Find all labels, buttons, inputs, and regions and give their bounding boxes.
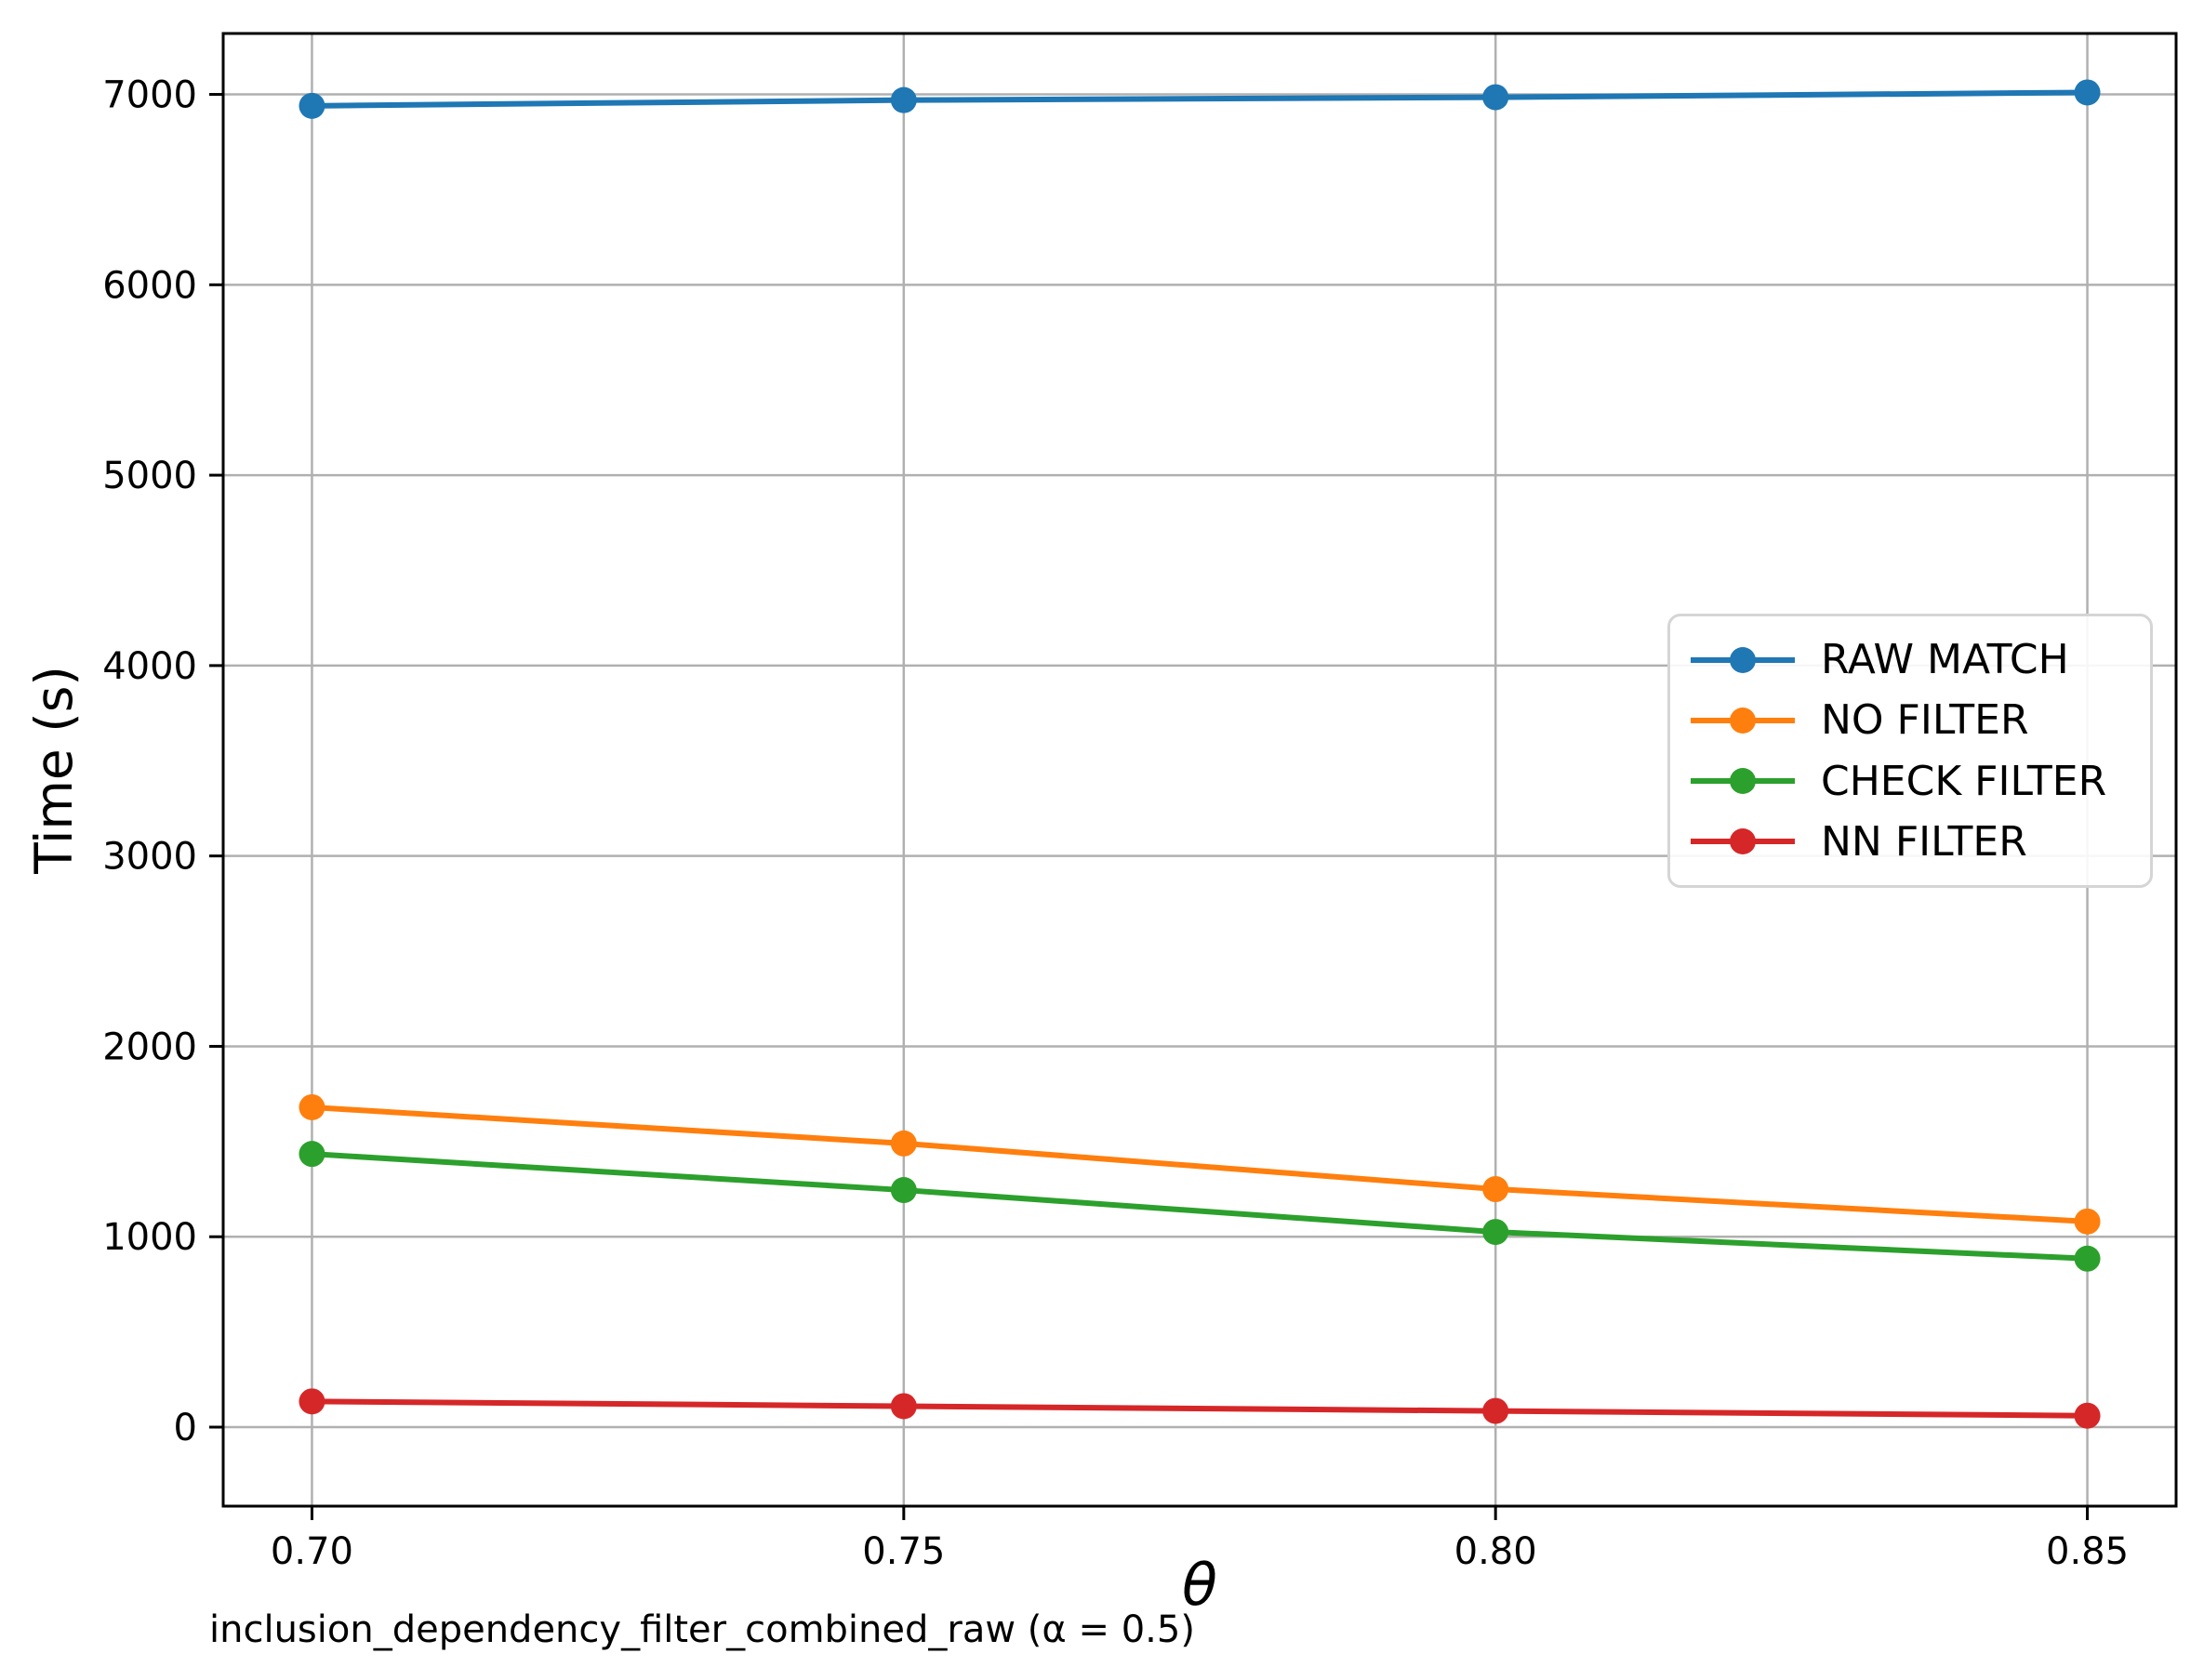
- series-line-no-filter: [309, 1104, 2091, 1224]
- legend-marker-nn-filter: [1691, 828, 1795, 855]
- series-marker-raw-match: [1482, 84, 1509, 111]
- legend-marker-raw-match: [1691, 646, 1795, 673]
- series-marker-check-filter: [2074, 1245, 2101, 1272]
- chart-caption: inclusion_dependency_filter_combined_raw…: [209, 1608, 1195, 1651]
- y-tick-label: 2000: [102, 1025, 197, 1068]
- series-marker-nn-filter: [890, 1393, 917, 1420]
- legend-box: RAW MATCH NO FILTER CHECK FILTER NN FILTER: [1667, 614, 2153, 888]
- series-marker-no-filter: [890, 1130, 917, 1157]
- y-tick-label: 1000: [102, 1216, 197, 1259]
- series-marker-check-filter: [299, 1141, 325, 1168]
- y-axis-label: Time (s): [24, 666, 84, 874]
- series-marker-raw-match: [890, 86, 917, 113]
- series-marker-check-filter: [1482, 1219, 1509, 1246]
- y-tick-label: 6000: [102, 264, 197, 307]
- x-axis-label: θ: [1182, 1551, 1217, 1619]
- series-marker-no-filter: [299, 1093, 325, 1120]
- legend-label-nn-filter: NN FILTER: [1821, 817, 2027, 866]
- legend-label-no-filter: NO FILTER: [1821, 696, 2029, 745]
- legend-item-check-filter: CHECK FILTER: [1691, 758, 2150, 805]
- y-tick-label: 4000: [102, 645, 197, 688]
- y-tick-label: 3000: [102, 836, 197, 879]
- series-marker-raw-match: [299, 92, 325, 119]
- series-marker-raw-match: [2074, 79, 2101, 106]
- legend-marker-no-filter: [1691, 707, 1795, 734]
- series-marker-nn-filter: [1482, 1397, 1509, 1424]
- series-marker-check-filter: [890, 1177, 917, 1204]
- plot-frame: [221, 32, 2178, 1508]
- legend-label-raw-match: RAW MATCH: [1821, 636, 2069, 684]
- x-tick-label: 0.75: [862, 1530, 945, 1573]
- series-marker-nn-filter: [2074, 1402, 2101, 1429]
- series-line-check-filter: [309, 1151, 2091, 1262]
- x-tick-label: 0.85: [2046, 1530, 2129, 1573]
- series-line-raw-match: [309, 89, 2091, 109]
- x-tick-label: 0.70: [271, 1530, 353, 1573]
- y-tick-label: 0: [174, 1407, 197, 1449]
- legend-item-raw-match: RAW MATCH: [1691, 636, 2150, 683]
- series-marker-nn-filter: [299, 1388, 325, 1415]
- y-tick-label: 7000: [102, 74, 197, 117]
- legend-marker-check-filter: [1691, 768, 1795, 795]
- x-tick-label: 0.80: [1454, 1530, 1537, 1573]
- series-marker-no-filter: [1482, 1176, 1509, 1203]
- legend-item-nn-filter: NN FILTER: [1691, 818, 2150, 866]
- legend-item-no-filter: NO FILTER: [1691, 696, 2150, 744]
- y-tick-label: 5000: [102, 455, 197, 497]
- series-line-nn-filter: [309, 1398, 2091, 1419]
- series-marker-no-filter: [2074, 1208, 2101, 1235]
- legend-label-check-filter: CHECK FILTER: [1821, 757, 2107, 805]
